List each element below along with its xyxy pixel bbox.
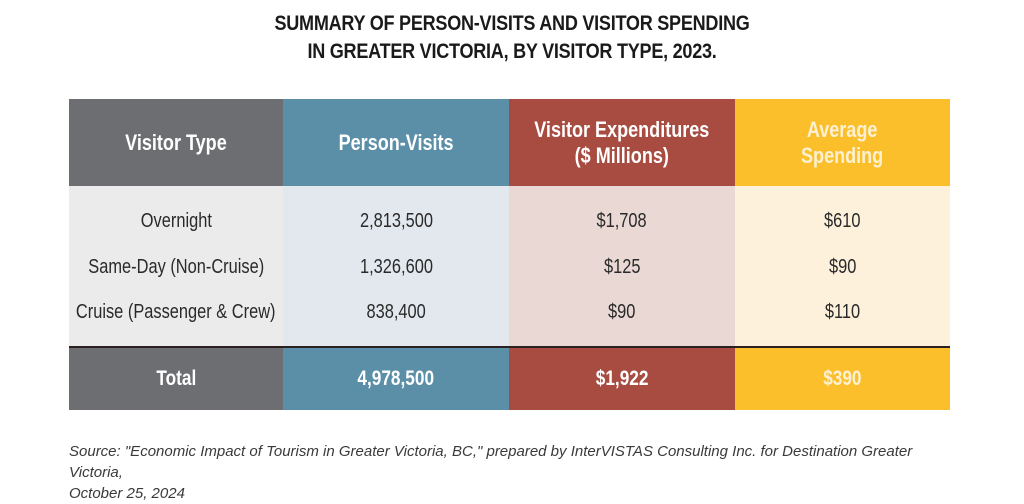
total-person-visits: 4,978,500 (283, 348, 509, 410)
header-label: Person-Visits (338, 129, 454, 155)
cell-text: 1,326,600 (359, 255, 433, 278)
header-line: Average (807, 116, 878, 142)
cell-text: 838,400 (366, 300, 426, 323)
table-cell: $90 (735, 252, 950, 282)
cell-text: Same-Day (Non-Cruise) (88, 255, 264, 278)
chart-title: SUMMARY OF PERSON-VISITS AND VISITOR SPE… (72, 10, 953, 66)
total-divider (69, 346, 950, 348)
header-label: Visitor Type (125, 129, 227, 155)
source-line-2: October 25, 2024 (69, 485, 185, 502)
cell-text: $125 (603, 255, 641, 278)
header-label: Average Spending (801, 117, 883, 169)
header-visitor-type: Visitor Type (69, 99, 283, 186)
header-average-spending: Average Spending (735, 99, 950, 186)
body-average-spending: $610 $90 $110 (735, 186, 950, 346)
body-expenditures: $1,708 $125 $90 (509, 186, 735, 346)
total-visitor-type: Total (69, 348, 283, 410)
body-person-visits: 2,813,500 1,326,600 838,400 (283, 186, 509, 346)
header-label: Visitor Expenditures ($ Millions) (534, 117, 709, 169)
cell-text: $110 (824, 300, 861, 323)
cell-text: $90 (828, 255, 857, 278)
cell-text: $1,922 (595, 367, 649, 390)
summary-table: Visitor Type Overnight Same-Day (Non-Cru… (69, 99, 950, 410)
table-cell: Same-Day (Non-Cruise) (69, 252, 283, 282)
table-cell: $610 (735, 206, 950, 236)
cell-text: $90 (608, 300, 636, 323)
table-cell: 1,326,600 (283, 252, 509, 282)
header-person-visits: Person-Visits (283, 99, 509, 186)
header-line: ($ Millions) (574, 142, 670, 168)
cell-text: $1,708 (596, 209, 648, 232)
header-line: Spending (801, 142, 884, 168)
cell-text: Overnight (140, 209, 212, 232)
column-expenditures: Visitor Expenditures ($ Millions) $1,708… (509, 99, 735, 410)
table-cell: Cruise (Passenger & Crew) (69, 297, 283, 327)
source-note: Source: "Economic Impact of Tourism in G… (69, 441, 969, 504)
cell-text: $610 (824, 209, 861, 232)
table-cell: $1,708 (509, 206, 735, 236)
body-visitor-type: Overnight Same-Day (Non-Cruise) Cruise (… (69, 186, 283, 346)
table-cell: Overnight (69, 206, 283, 236)
table-cell: $110 (735, 297, 950, 327)
cell-text: 2,813,500 (359, 209, 433, 232)
table-cell: 838,400 (283, 297, 509, 327)
header-line: Visitor Expenditures (534, 116, 710, 142)
cell-text: Total (156, 367, 196, 390)
cell-text: Cruise (Passenger & Crew) (76, 300, 276, 323)
cell-text: $390 (823, 367, 862, 390)
column-visitor-type: Visitor Type Overnight Same-Day (Non-Cru… (69, 99, 283, 410)
title-line-2: IN GREATER VICTORIA, BY VISITOR TYPE, 20… (307, 40, 717, 63)
title-line-1: SUMMARY OF PERSON-VISITS AND VISITOR SPE… (274, 12, 750, 35)
table-cell: $125 (509, 252, 735, 282)
column-average-spending: Average Spending $610 $90 $110 $390 (735, 99, 950, 410)
column-person-visits: Person-Visits 2,813,500 1,326,600 838,40… (283, 99, 509, 410)
source-line-1: Source: "Economic Impact of Tourism in G… (69, 443, 913, 481)
header-expenditures: Visitor Expenditures ($ Millions) (509, 99, 735, 186)
table-cell: $90 (509, 297, 735, 327)
table-cell: 2,813,500 (283, 206, 509, 236)
total-expenditures: $1,922 (509, 348, 735, 410)
cell-text: 4,978,500 (357, 367, 435, 390)
total-average-spending: $390 (735, 348, 950, 410)
